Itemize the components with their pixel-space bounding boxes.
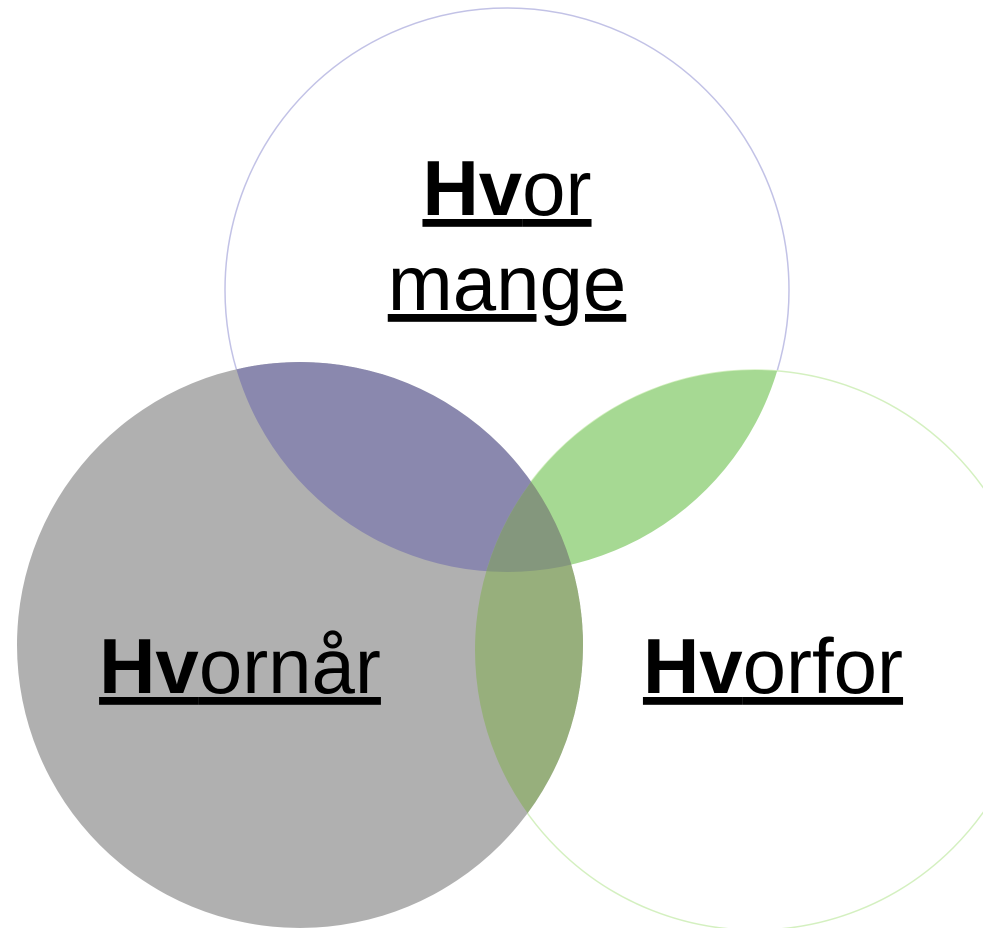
label-top-2: mange bbox=[388, 239, 627, 327]
top-right-overlap bbox=[475, 370, 789, 572]
label-top-1: Hvor bbox=[422, 144, 591, 232]
label-right: Hvorfor bbox=[643, 622, 903, 710]
top-left-overlap bbox=[225, 362, 583, 572]
label-left: Hvornår bbox=[99, 622, 381, 710]
